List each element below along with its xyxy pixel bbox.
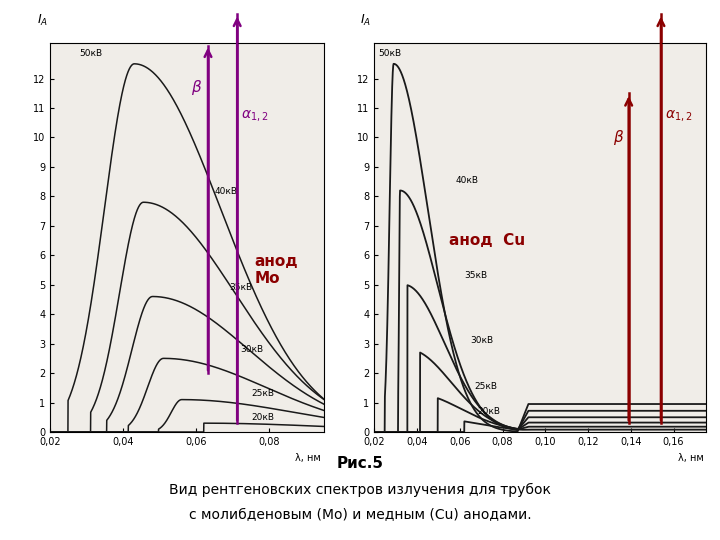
Text: $\beta$: $\beta$ (192, 78, 202, 97)
Text: $\alpha_{1,2}$: $\alpha_{1,2}$ (240, 109, 269, 124)
Text: 40кВ: 40кВ (456, 176, 479, 185)
Text: 35кВ: 35кВ (464, 271, 487, 280)
Text: анод  Cu: анод Cu (449, 233, 526, 248)
Text: $\alpha_{1,2}$: $\alpha_{1,2}$ (665, 109, 693, 124)
Text: Вид рентгеновских спектров излучения для трубок: Вид рентгеновских спектров излучения для… (169, 483, 551, 497)
Text: Рис.5: Рис.5 (336, 456, 384, 471)
Text: 25кВ: 25кВ (251, 389, 274, 398)
Text: $\beta$: $\beta$ (613, 128, 624, 147)
Text: 20кВ: 20кВ (251, 413, 274, 422)
Text: 30кВ: 30кВ (471, 336, 494, 345)
Text: 20кВ: 20кВ (477, 407, 500, 416)
Text: 50кВ: 50кВ (379, 49, 402, 58)
Text: 30кВ: 30кВ (240, 345, 264, 354)
Text: с молибденовым (Mo) и медным (Cu) анодами.: с молибденовым (Mo) и медным (Cu) анодам… (189, 508, 531, 522)
Text: λ, нм: λ, нм (678, 453, 703, 463)
Text: 35кВ: 35кВ (229, 283, 252, 292)
Text: $I_A$: $I_A$ (37, 12, 48, 28)
Text: 40кВ: 40кВ (215, 187, 238, 197)
Text: 25кВ: 25кВ (474, 382, 498, 391)
Text: анод
Mo: анод Mo (255, 254, 298, 286)
Text: λ, нм: λ, нм (294, 453, 320, 463)
Text: 50кВ: 50кВ (80, 49, 103, 58)
Text: $I_A$: $I_A$ (360, 12, 371, 28)
